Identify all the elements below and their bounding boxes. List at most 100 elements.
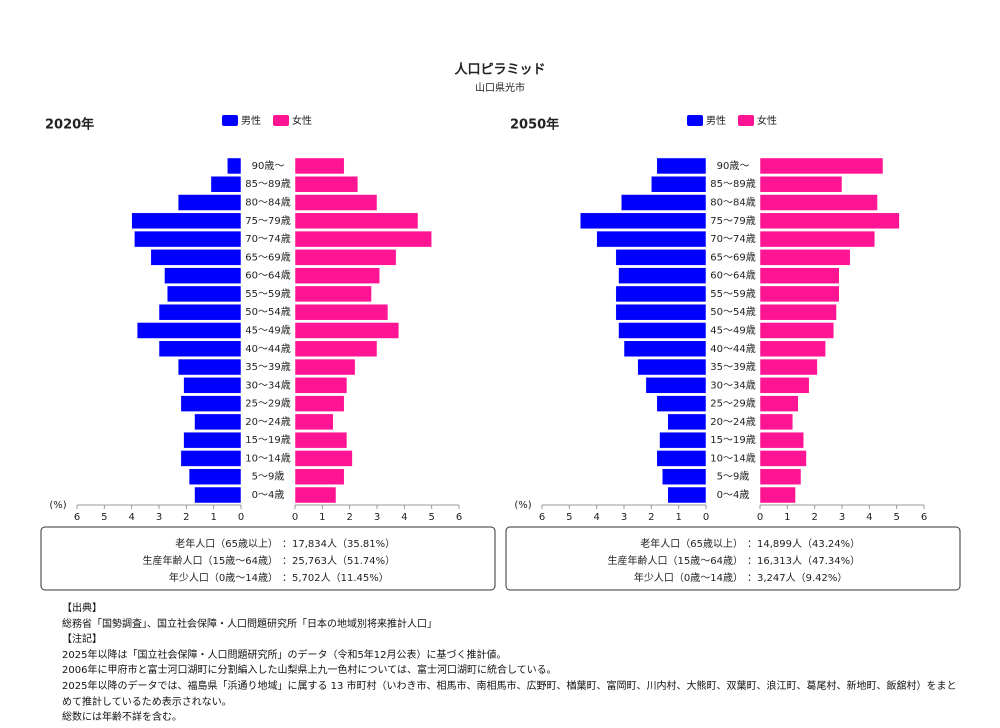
x-tick-label: 2	[183, 512, 189, 523]
x-tick-label: 2	[811, 512, 817, 523]
bar	[183, 431, 242, 449]
legend-swatch	[222, 115, 238, 126]
bar	[294, 157, 345, 175]
category-label: 25～29歳	[245, 398, 290, 410]
category-label: 5～9歳	[252, 471, 285, 483]
bar	[294, 413, 334, 431]
bar	[294, 322, 400, 339]
summary-value: ：25,763人（51.74%）	[282, 555, 395, 567]
category-label: 70～74歳	[710, 233, 755, 245]
bar	[158, 303, 242, 321]
bar	[180, 450, 242, 467]
bar	[294, 212, 419, 230]
category-label: 15～19歳	[710, 434, 755, 446]
bar	[759, 431, 804, 449]
x-tick-label: 5	[893, 512, 899, 523]
bar	[164, 267, 242, 284]
category-label: 45～49歳	[710, 324, 755, 336]
bar	[759, 468, 802, 485]
category-label: 65～69歳	[710, 251, 755, 263]
summary-value: ：16,313人（47.34%）	[747, 555, 860, 567]
legend-label: 女性	[757, 114, 777, 127]
note: 総数には年齢不詳を含む。	[62, 712, 182, 724]
bar	[150, 249, 242, 266]
x-tick-label: 0	[238, 512, 244, 523]
note: 2006年に甲府市と富士河口湖町に分割編入した山梨県上九一色村については、富士河…	[62, 665, 557, 677]
footer: 【出典】 総務省「国勢調査」、国立社会保障・人口問題研究所「日本の地域別将来推計…	[62, 601, 962, 726]
summary-box	[40, 526, 496, 591]
chart-title: 2020年	[45, 117, 94, 133]
category-label: 5～9歳	[717, 471, 750, 483]
note: 2025年以降は「国立社会保障・人口問題研究所」のデータ（令和5年12月公表）に…	[62, 649, 507, 661]
bar	[294, 303, 389, 321]
legend-swatch	[687, 115, 703, 126]
bar	[294, 175, 359, 193]
category-label: 75～79歳	[710, 215, 755, 227]
category-label: 55～59歳	[710, 288, 755, 300]
category-label: 90歳～	[717, 160, 750, 172]
bar	[294, 285, 372, 303]
category-label: 35～39歳	[245, 361, 290, 373]
x-tick-label: 4	[866, 512, 872, 523]
x-tick-label: 5	[566, 512, 572, 523]
bar	[759, 249, 851, 266]
category-label: 50～54歳	[710, 306, 755, 318]
category-label: 60～64歳	[710, 270, 755, 282]
category-label: 10～14歳	[245, 452, 290, 464]
bar	[134, 230, 242, 248]
bar	[294, 267, 380, 284]
bar	[667, 413, 707, 431]
axis-unit: (%)	[514, 500, 531, 511]
bar	[194, 413, 242, 431]
category-label: 0～4歳	[717, 489, 750, 501]
summary-label: 生産年齢人口（15歳～64歳）	[143, 554, 278, 567]
category-label: 0～4歳	[252, 489, 285, 501]
x-tick-label: 3	[156, 512, 162, 523]
bar	[656, 395, 707, 412]
category-label: 80～84歳	[245, 197, 290, 209]
bar	[177, 358, 242, 376]
category-label: 55～59歳	[245, 288, 290, 300]
bar	[615, 285, 707, 303]
bar	[294, 431, 348, 449]
summary-label: 年少人口（0歳～14歳）	[169, 571, 278, 584]
x-tick-label: 6	[74, 512, 80, 523]
bar	[618, 267, 707, 284]
bar	[294, 468, 345, 485]
category-label: 50～54歳	[245, 306, 290, 318]
x-tick-label: 4	[401, 512, 407, 523]
summary-value: ：3,247人（9.42%）	[747, 572, 847, 584]
bar	[294, 249, 397, 266]
bar	[759, 303, 837, 321]
bar	[183, 377, 242, 394]
x-tick-label: 1	[675, 512, 681, 523]
summary-label: 生産年齢人口（15歳～64歳）	[608, 554, 743, 567]
bar	[294, 340, 378, 358]
bar	[166, 285, 242, 303]
x-tick-label: 0	[757, 512, 763, 523]
bar	[177, 194, 242, 211]
bar	[194, 486, 242, 504]
bar	[158, 340, 242, 358]
bar	[294, 377, 348, 394]
page-title: 人口ピラミッド	[454, 62, 545, 78]
bar	[131, 212, 242, 230]
bar	[759, 377, 810, 394]
category-label: 45～49歳	[245, 324, 290, 336]
summary-value: ：14,899人（43.24%）	[747, 538, 860, 550]
bar	[580, 212, 707, 230]
category-label: 40～44歳	[710, 343, 755, 355]
bar	[294, 395, 345, 412]
bar	[759, 358, 818, 376]
category-label: 35～39歳	[710, 361, 755, 373]
x-tick-label: 6	[921, 512, 927, 523]
category-label: 20～24歳	[710, 416, 755, 428]
x-tick-label: 3	[621, 512, 627, 523]
x-tick-label: 2	[346, 512, 352, 523]
bar	[759, 285, 840, 303]
bar	[294, 486, 337, 504]
bar	[759, 413, 794, 431]
summary-label: 老年人口（65歳以上）	[175, 537, 278, 550]
category-label: 30～34歳	[710, 379, 755, 391]
summary-label: 老年人口（65歳以上）	[640, 537, 743, 550]
